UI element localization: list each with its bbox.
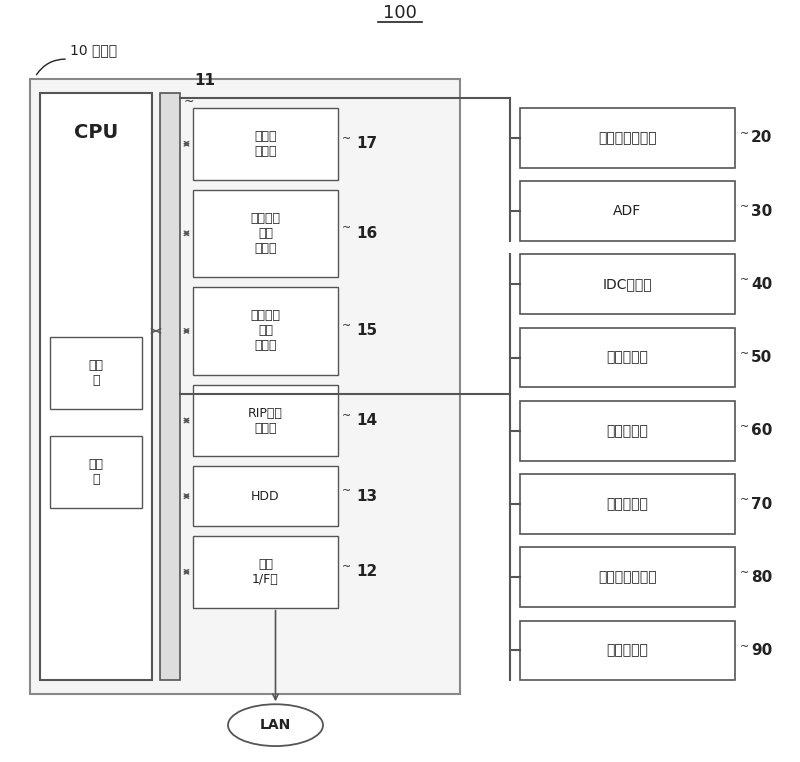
Text: ~: ~ <box>342 134 351 144</box>
Text: RIP图像
存储器: RIP图像 存储器 <box>248 406 283 434</box>
Text: ~: ~ <box>342 486 351 496</box>
Text: HDD: HDD <box>251 490 280 503</box>
Text: 温度传感器: 温度传感器 <box>606 351 649 364</box>
Bar <box>520 181 735 241</box>
Text: 10 控制部: 10 控制部 <box>70 43 117 57</box>
Text: ~: ~ <box>740 422 750 432</box>
Text: 15: 15 <box>356 323 377 338</box>
Text: 80: 80 <box>751 570 772 584</box>
Text: ~: ~ <box>740 348 750 359</box>
Text: 图像印刷部: 图像印刷部 <box>606 497 649 511</box>
Text: 14: 14 <box>356 413 377 428</box>
Text: ~: ~ <box>740 642 750 652</box>
Text: ~: ~ <box>740 202 750 212</box>
Text: 输出图像读取部: 输出图像读取部 <box>598 131 657 145</box>
Bar <box>520 620 735 680</box>
Bar <box>193 385 338 456</box>
Text: ~: ~ <box>740 568 750 578</box>
Bar <box>520 474 735 534</box>
Text: ~: ~ <box>342 321 351 331</box>
Text: 100: 100 <box>383 5 417 22</box>
Text: ~: ~ <box>342 562 351 572</box>
Text: ~: ~ <box>740 275 750 285</box>
Text: 通信
1/F部: 通信 1/F部 <box>252 558 279 586</box>
Bar <box>160 93 180 680</box>
Bar <box>30 79 460 694</box>
Bar <box>520 401 735 460</box>
Bar <box>193 190 338 277</box>
Text: 判断
部: 判断 部 <box>89 359 103 387</box>
Text: 输出图像
读取
存储器: 输出图像 读取 存储器 <box>250 309 281 352</box>
Text: 11: 11 <box>194 73 215 88</box>
Text: 30: 30 <box>751 203 772 219</box>
Bar <box>520 255 735 314</box>
Text: 面板显示部: 面板显示部 <box>606 643 649 658</box>
Text: 50: 50 <box>751 350 772 365</box>
Text: 运算
部: 运算 部 <box>89 458 103 486</box>
Text: 12: 12 <box>356 565 378 579</box>
Text: 20: 20 <box>751 130 772 146</box>
Text: ~: ~ <box>342 223 351 233</box>
Text: 60: 60 <box>751 423 772 438</box>
Text: ADF: ADF <box>614 204 642 218</box>
Text: 聚光透镜调整部: 聚光透镜调整部 <box>598 570 657 584</box>
Text: ~: ~ <box>342 411 351 421</box>
Text: 16: 16 <box>356 226 378 241</box>
Text: 操作输入部: 操作输入部 <box>606 424 649 437</box>
Bar <box>40 93 152 680</box>
Bar <box>520 547 735 607</box>
Text: ~: ~ <box>740 495 750 505</box>
Text: IDC传感器: IDC传感器 <box>602 277 652 291</box>
Bar <box>193 287 338 375</box>
Text: ~: ~ <box>184 95 194 108</box>
Text: 17: 17 <box>356 136 377 151</box>
Text: 13: 13 <box>356 488 377 504</box>
Bar <box>520 328 735 387</box>
Text: 70: 70 <box>751 497 772 511</box>
Text: CPU: CPU <box>74 123 118 142</box>
Text: 90: 90 <box>751 643 772 658</box>
Bar <box>193 466 338 526</box>
Text: ~: ~ <box>740 129 750 139</box>
Text: 用纸信息
容纳
存储器: 用纸信息 容纳 存储器 <box>250 212 281 255</box>
Bar <box>520 108 735 168</box>
Bar <box>193 536 338 607</box>
Text: 执行用
存储器: 执行用 存储器 <box>254 130 277 158</box>
Ellipse shape <box>228 704 323 746</box>
Bar <box>50 437 142 508</box>
Bar <box>50 337 142 408</box>
Bar <box>193 108 338 180</box>
Text: LAN: LAN <box>260 718 291 732</box>
Text: 40: 40 <box>751 277 772 292</box>
